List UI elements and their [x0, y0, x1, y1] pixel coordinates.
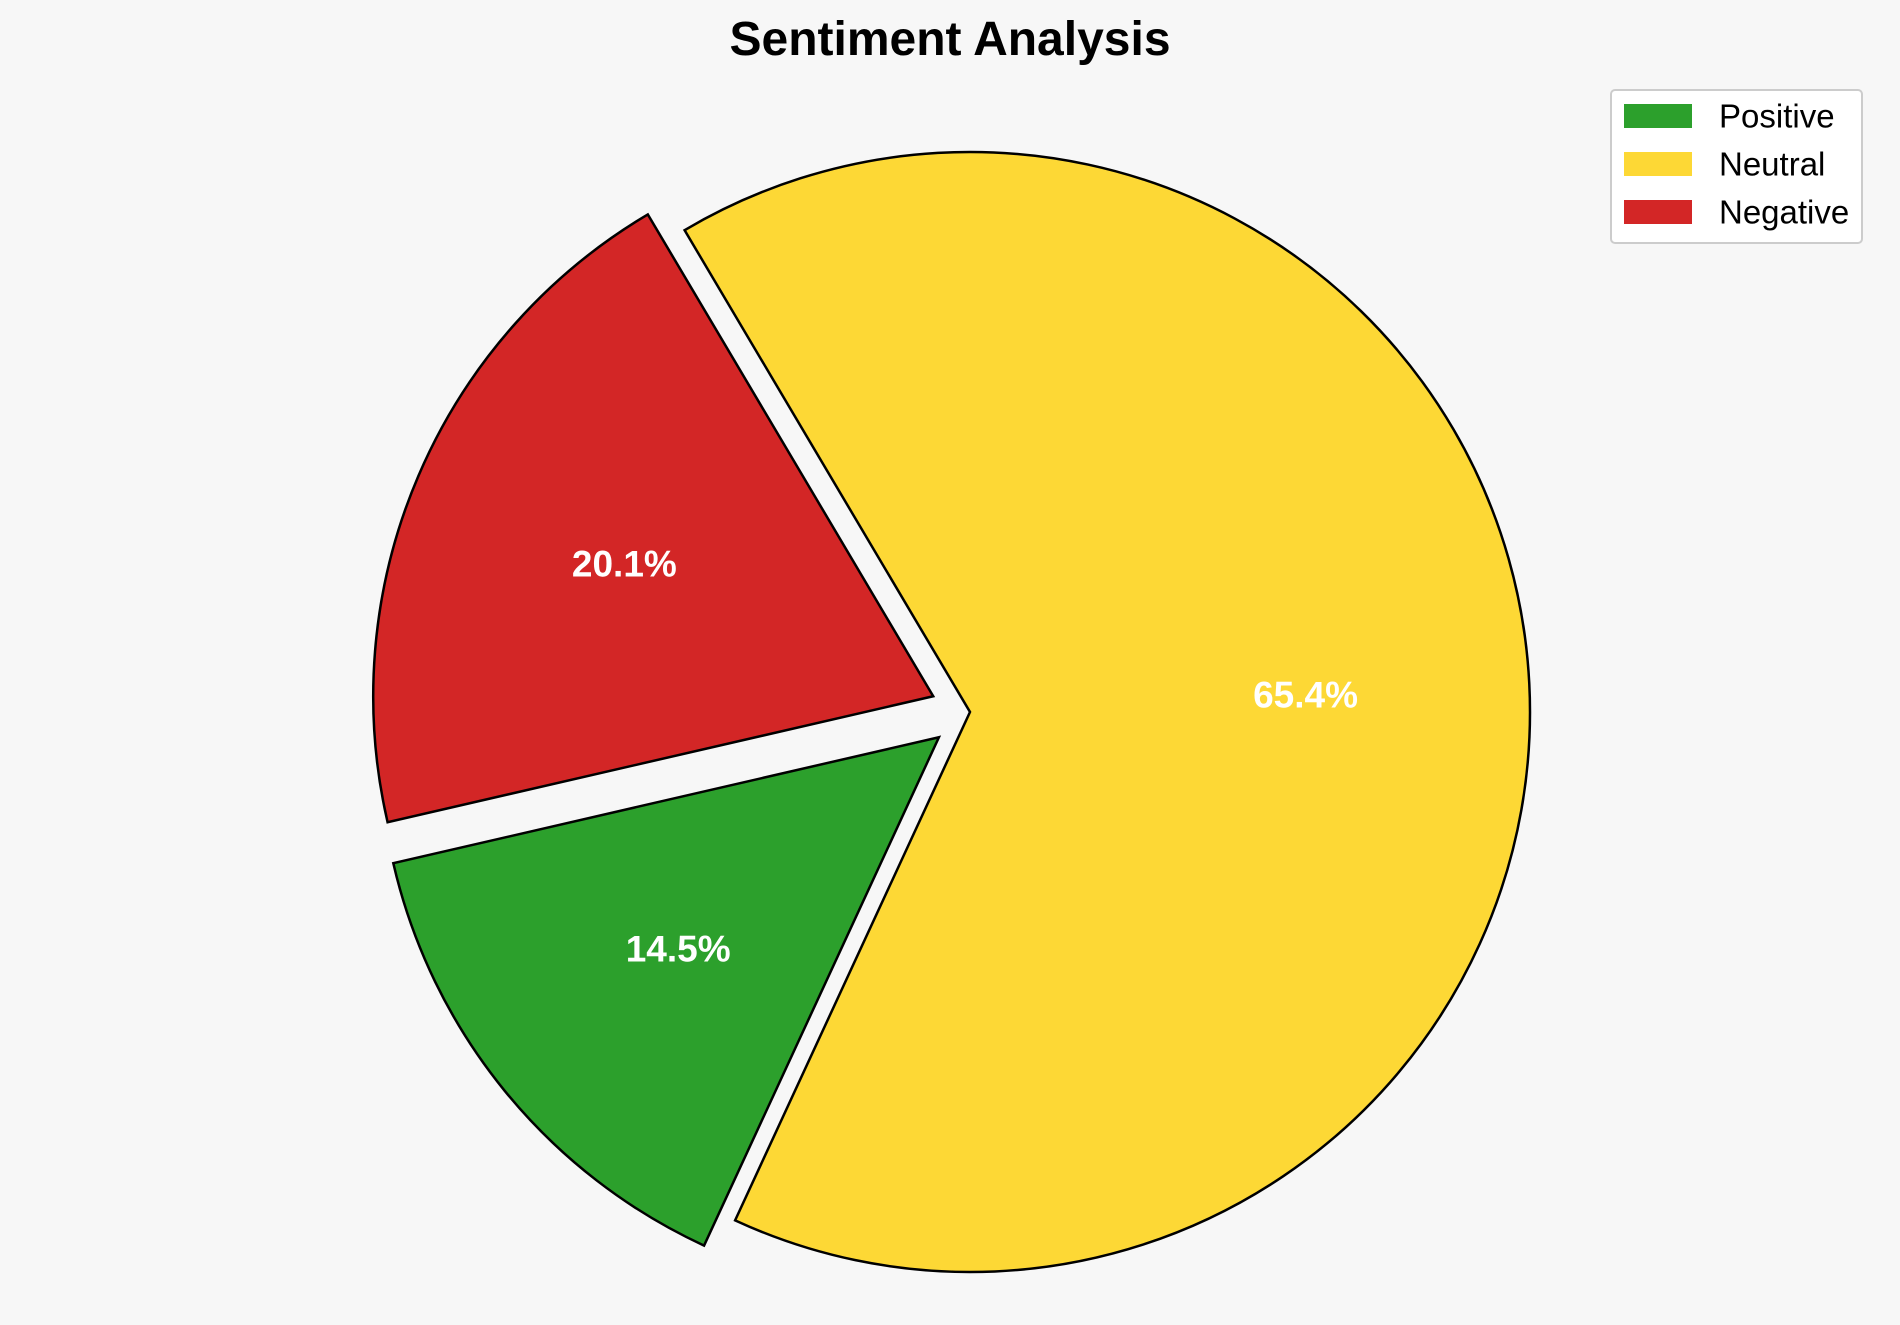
- slice-label-negative: 20.1%: [572, 543, 677, 584]
- legend-swatch-negative: [1624, 200, 1692, 224]
- slice-label-neutral: 65.4%: [1253, 674, 1358, 715]
- pie-slices: [372, 150, 1532, 1274]
- pie-slice-neutral: [682, 150, 1532, 1274]
- pie-slice-positive: [391, 735, 942, 1248]
- legend-label-neutral: Neutral: [1719, 146, 1825, 183]
- chart-title: Sentiment Analysis: [729, 13, 1170, 66]
- legend-label-negative: Negative: [1719, 194, 1849, 231]
- pie-slice-negative: [372, 212, 936, 824]
- pie-slice-labels: 14.5% 65.4% 20.1%: [572, 543, 1358, 969]
- legend: Positive Neutral Negative: [1610, 89, 1863, 244]
- legend-swatch-positive: [1624, 104, 1692, 128]
- legend-label-positive: Positive: [1719, 98, 1835, 135]
- legend-swatch-neutral: [1624, 152, 1692, 176]
- slice-label-positive: 14.5%: [626, 929, 731, 970]
